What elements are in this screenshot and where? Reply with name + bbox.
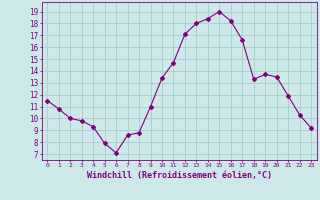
X-axis label: Windchill (Refroidissement éolien,°C): Windchill (Refroidissement éolien,°C) bbox=[87, 171, 272, 180]
